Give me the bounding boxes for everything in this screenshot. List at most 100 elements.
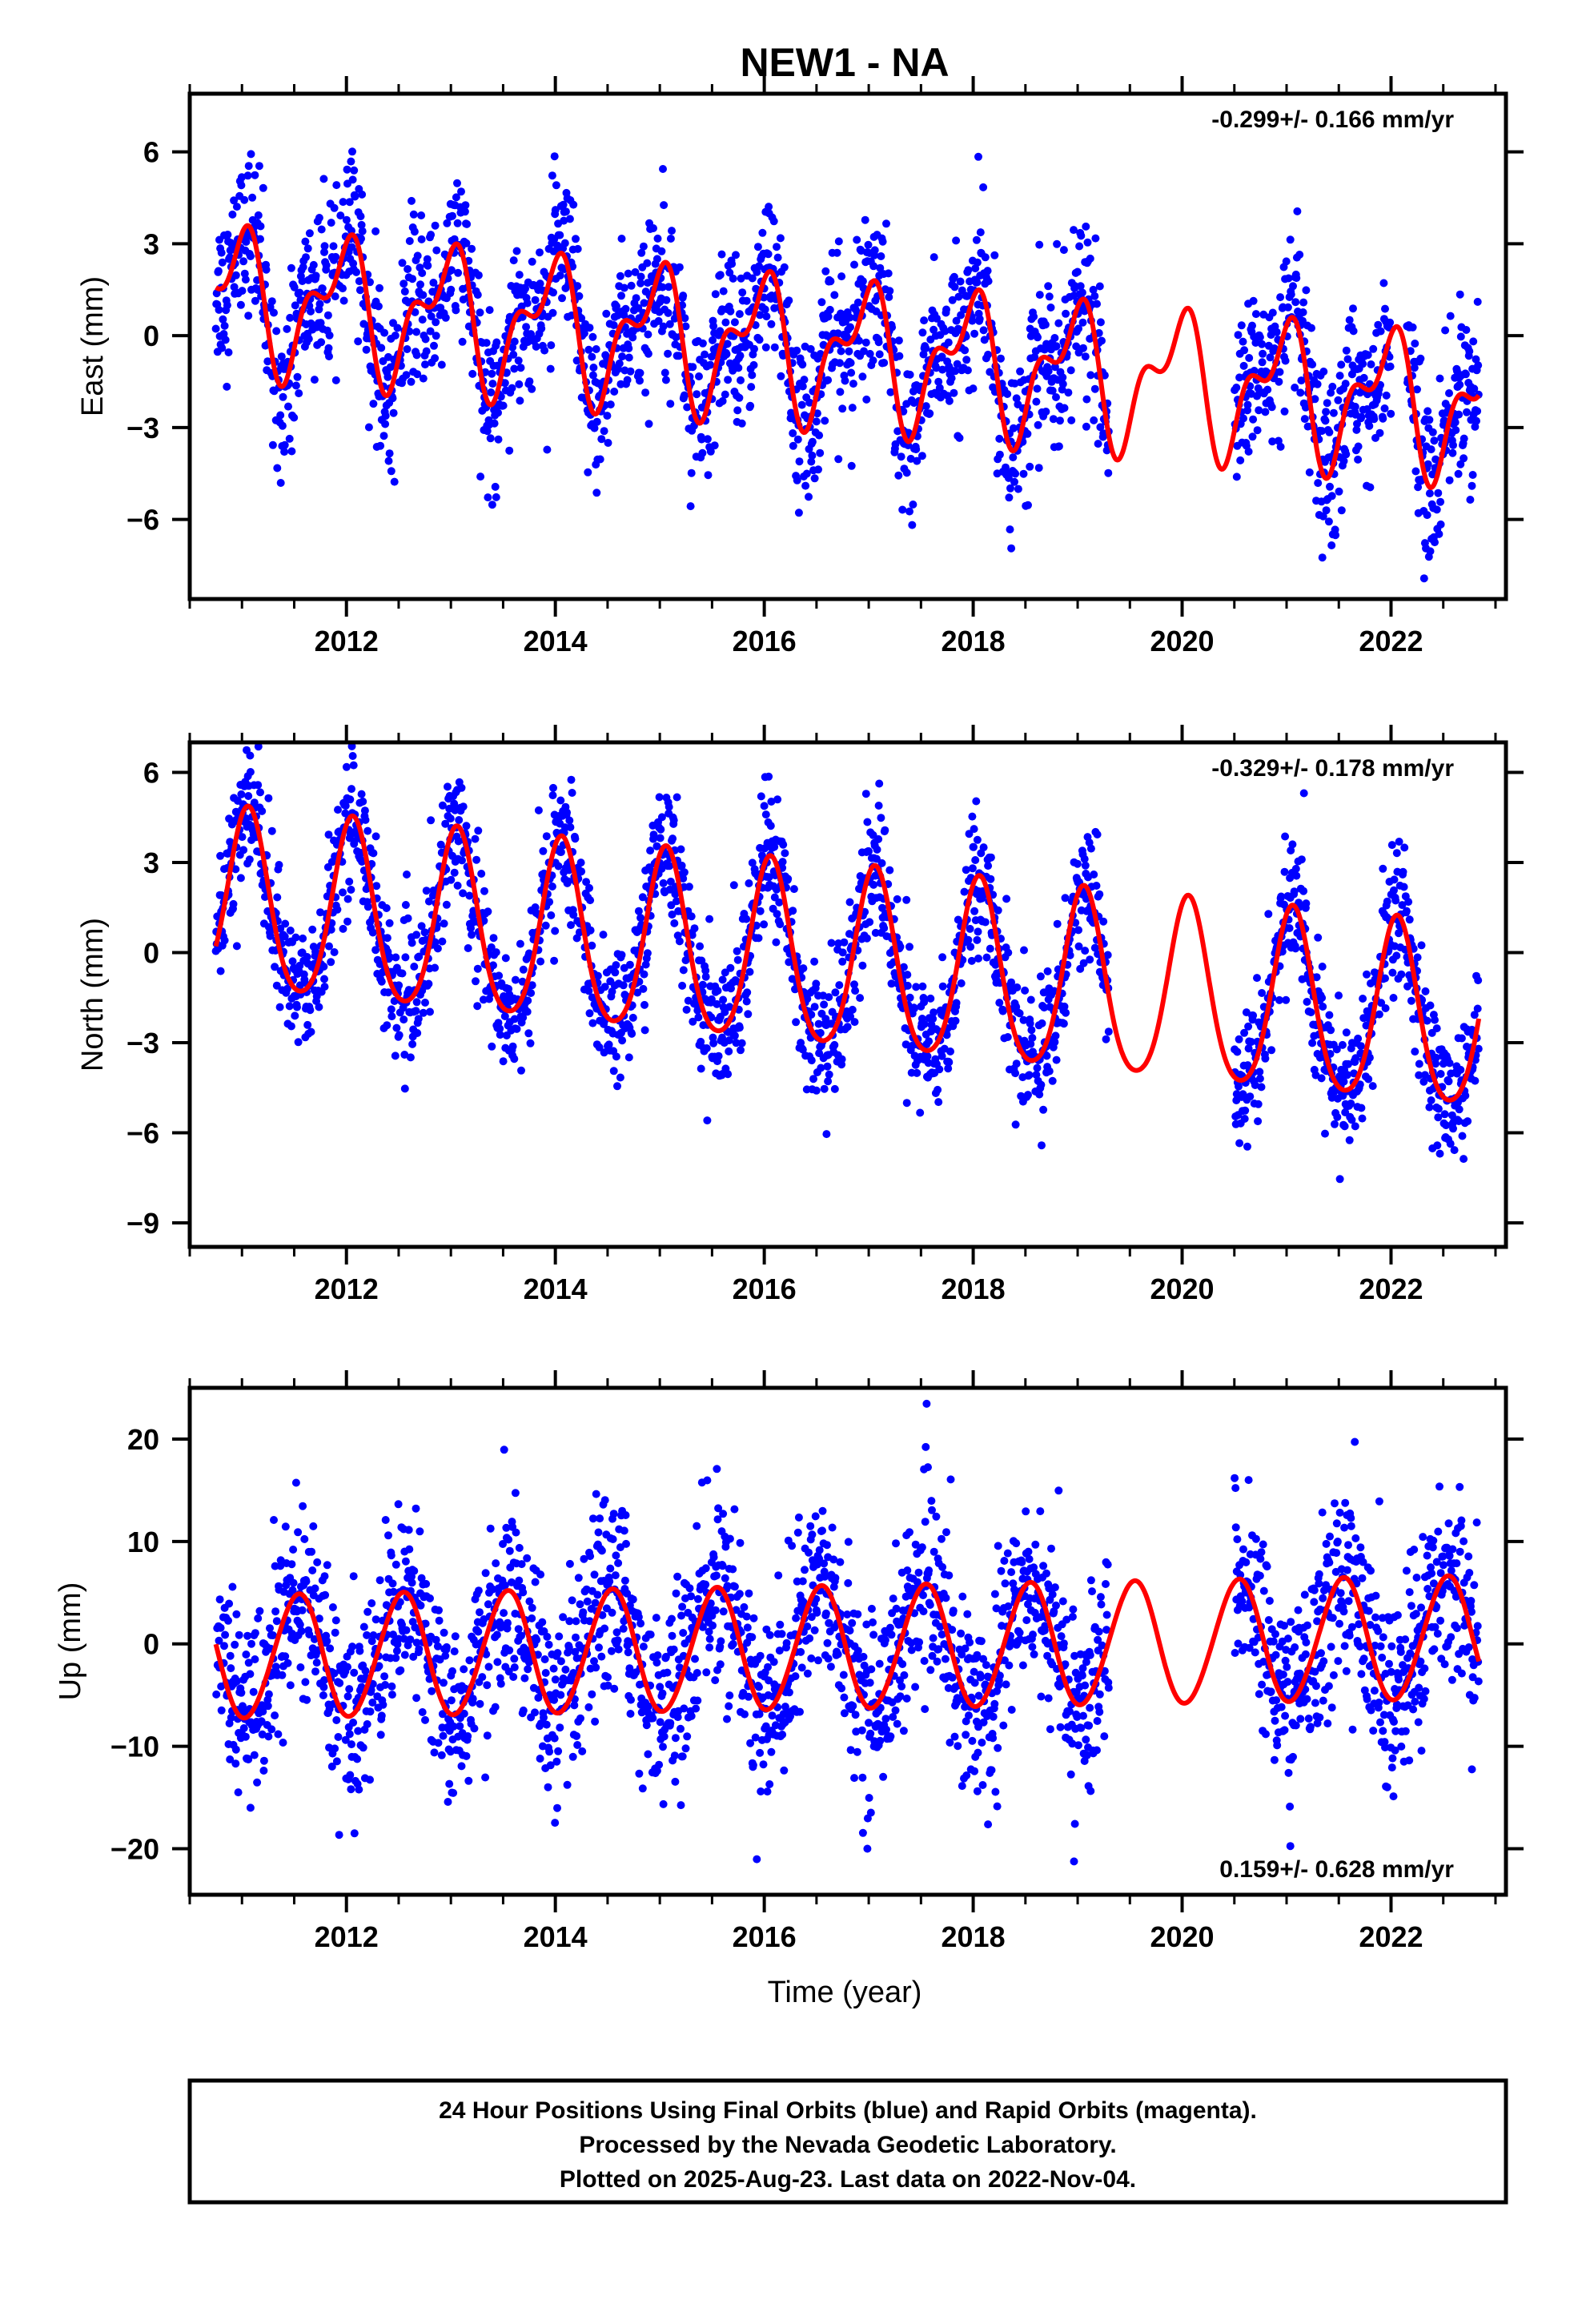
up-points-layer	[212, 1399, 1483, 1866]
north-data-point	[1345, 1136, 1354, 1144]
up-data-point	[231, 1745, 240, 1754]
east-data-point	[1096, 318, 1105, 327]
east-data-point	[1275, 368, 1284, 376]
east-data-point	[603, 412, 612, 420]
up-data-point	[215, 1595, 224, 1604]
north-data-point	[548, 883, 556, 891]
east-data-point	[636, 272, 645, 281]
north-data-point	[327, 925, 335, 934]
east-data-point	[212, 289, 221, 298]
north-data-point	[825, 993, 833, 1002]
east-data-point	[814, 465, 822, 474]
north-data-point	[487, 943, 496, 951]
east-data-point	[359, 320, 368, 328]
up-data-point	[237, 1688, 246, 1697]
east-data-point	[402, 371, 411, 380]
north-data-point	[450, 868, 459, 877]
east-data-point	[551, 206, 560, 215]
east-data-point	[626, 367, 635, 376]
north-data-point	[568, 789, 576, 797]
north-data-point	[673, 793, 681, 802]
east-data-point	[1339, 456, 1348, 465]
east-data-point	[1308, 360, 1317, 369]
north-data-point	[659, 879, 668, 887]
east-data-point	[665, 283, 673, 292]
north-data-point	[1015, 1009, 1024, 1018]
east-data-point	[1302, 286, 1311, 295]
north-data-point	[903, 981, 912, 990]
north-data-point	[656, 825, 665, 834]
east-x-tick-label: 2012	[315, 625, 379, 657]
up-data-point	[225, 1599, 234, 1608]
up-data-point	[335, 1831, 343, 1839]
north-data-point	[392, 1023, 401, 1032]
east-data-point	[419, 374, 428, 383]
east-data-point	[1374, 320, 1383, 329]
east-data-point	[510, 337, 519, 346]
north-data-point	[550, 956, 559, 965]
east-data-point	[894, 471, 903, 480]
east-y-tick-label: −6	[126, 504, 159, 537]
east-data-point	[1423, 460, 1432, 468]
east-data-point	[226, 253, 235, 262]
north-data-point	[951, 1016, 960, 1025]
north-data-point	[1240, 1115, 1249, 1123]
east-data-point	[532, 342, 540, 351]
east-x-tick-label: 2018	[942, 625, 1006, 657]
north-data-point	[697, 1064, 705, 1073]
east-data-point	[1436, 497, 1445, 506]
north-data-point	[665, 802, 673, 811]
east-data-point	[514, 356, 523, 365]
east-y-tick-label: 0	[143, 320, 159, 352]
north-data-point	[325, 942, 333, 951]
north-data-point	[1379, 864, 1387, 873]
north-data-point	[395, 1031, 404, 1039]
north-data-point	[1053, 919, 1062, 928]
north-data-point	[1308, 1039, 1317, 1047]
north-data-point	[724, 1070, 733, 1079]
north-data-point	[567, 775, 576, 784]
east-data-point	[405, 327, 414, 336]
north-data-point	[457, 783, 466, 792]
north-data-point	[1423, 1016, 1431, 1025]
north-data-point	[934, 1085, 942, 1094]
north-data-point	[1086, 844, 1095, 853]
east-data-point	[761, 305, 769, 314]
east-data-point	[750, 344, 758, 353]
east-data-point	[315, 214, 323, 222]
east-data-point	[983, 267, 992, 275]
east-data-point	[336, 211, 345, 220]
east-data-point	[276, 479, 285, 487]
north-data-point	[745, 879, 753, 887]
east-data-point	[316, 319, 325, 328]
east-data-point	[664, 349, 673, 358]
east-data-point	[905, 370, 914, 379]
north-data-point	[1288, 840, 1297, 849]
north-data-point	[216, 967, 225, 975]
east-data-point	[1041, 320, 1050, 329]
east-data-point	[1081, 352, 1090, 361]
east-data-point	[421, 360, 429, 369]
east-data-point	[1104, 468, 1113, 477]
north-data-point	[1028, 1034, 1037, 1042]
east-data-point	[1270, 344, 1279, 352]
north-data-point	[640, 970, 648, 979]
up-data-point	[309, 1522, 318, 1530]
east-data-point	[1050, 334, 1059, 342]
east-data-point	[304, 335, 313, 344]
north-data-point	[462, 822, 471, 830]
up-data-point	[278, 1671, 287, 1679]
east-data-point	[848, 404, 857, 412]
north-data-point	[970, 825, 978, 834]
up-data-point	[232, 1610, 241, 1618]
east-data-point	[1307, 324, 1315, 332]
north-data-point	[1391, 896, 1400, 905]
east-data-point	[1323, 399, 1331, 408]
east-data-point	[287, 447, 296, 456]
north-data-point	[474, 826, 483, 835]
north-data-point	[254, 742, 263, 751]
north-data-point	[1285, 924, 1294, 932]
north-data-point	[438, 801, 447, 810]
east-data-point	[1334, 396, 1343, 404]
